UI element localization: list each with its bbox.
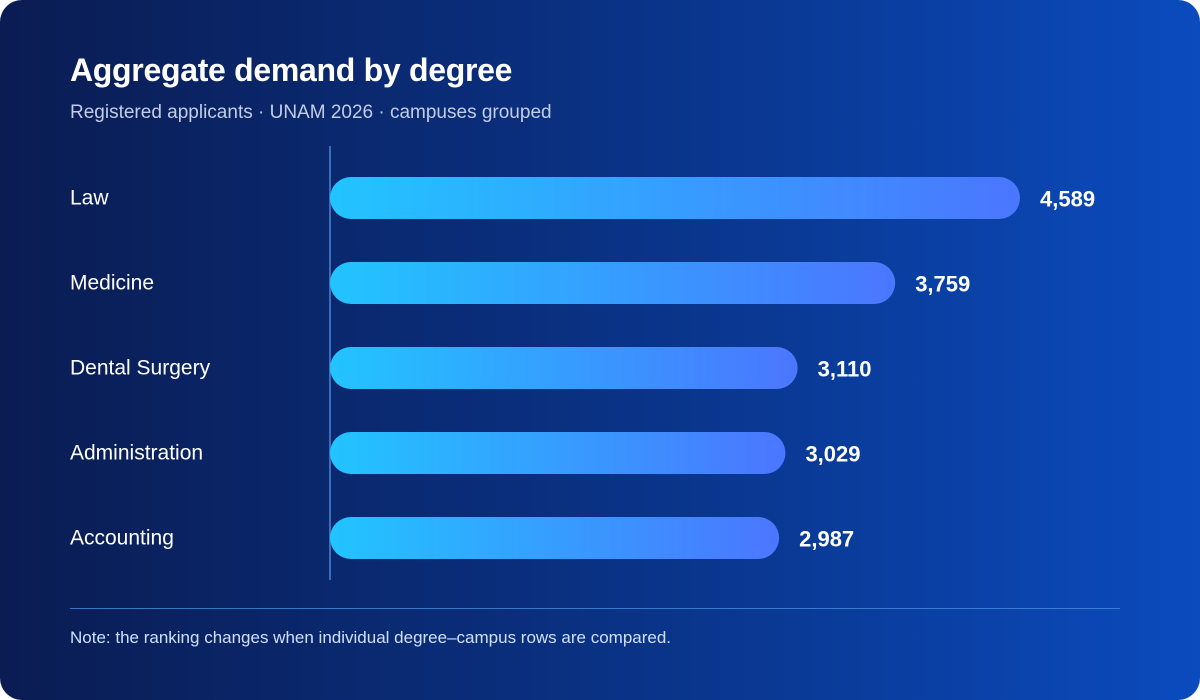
bar <box>330 177 1020 219</box>
bar <box>330 262 896 304</box>
bar <box>330 432 786 474</box>
category-label: Administration <box>70 442 203 465</box>
bar <box>330 517 780 559</box>
category-label: Dental Surgery <box>70 357 211 380</box>
footer-divider <box>70 608 1120 609</box>
category-label: Accounting <box>70 527 174 550</box>
category-label: Law <box>70 187 109 210</box>
category-label: Medicine <box>70 272 154 295</box>
value-label: 3,110 <box>818 357 872 382</box>
value-label: 3,759 <box>915 272 970 297</box>
bar <box>330 347 798 389</box>
chart-title: Aggregate demand by degree <box>70 52 513 88</box>
value-label: 2,987 <box>799 527 854 552</box>
chart-note: Note: the ranking changes when individua… <box>70 628 672 647</box>
value-label: 3,029 <box>805 442 860 467</box>
value-label: 4,589 <box>1040 187 1095 212</box>
chart-subtitle: Registered applicants · UNAM 2026 · camp… <box>70 102 552 123</box>
